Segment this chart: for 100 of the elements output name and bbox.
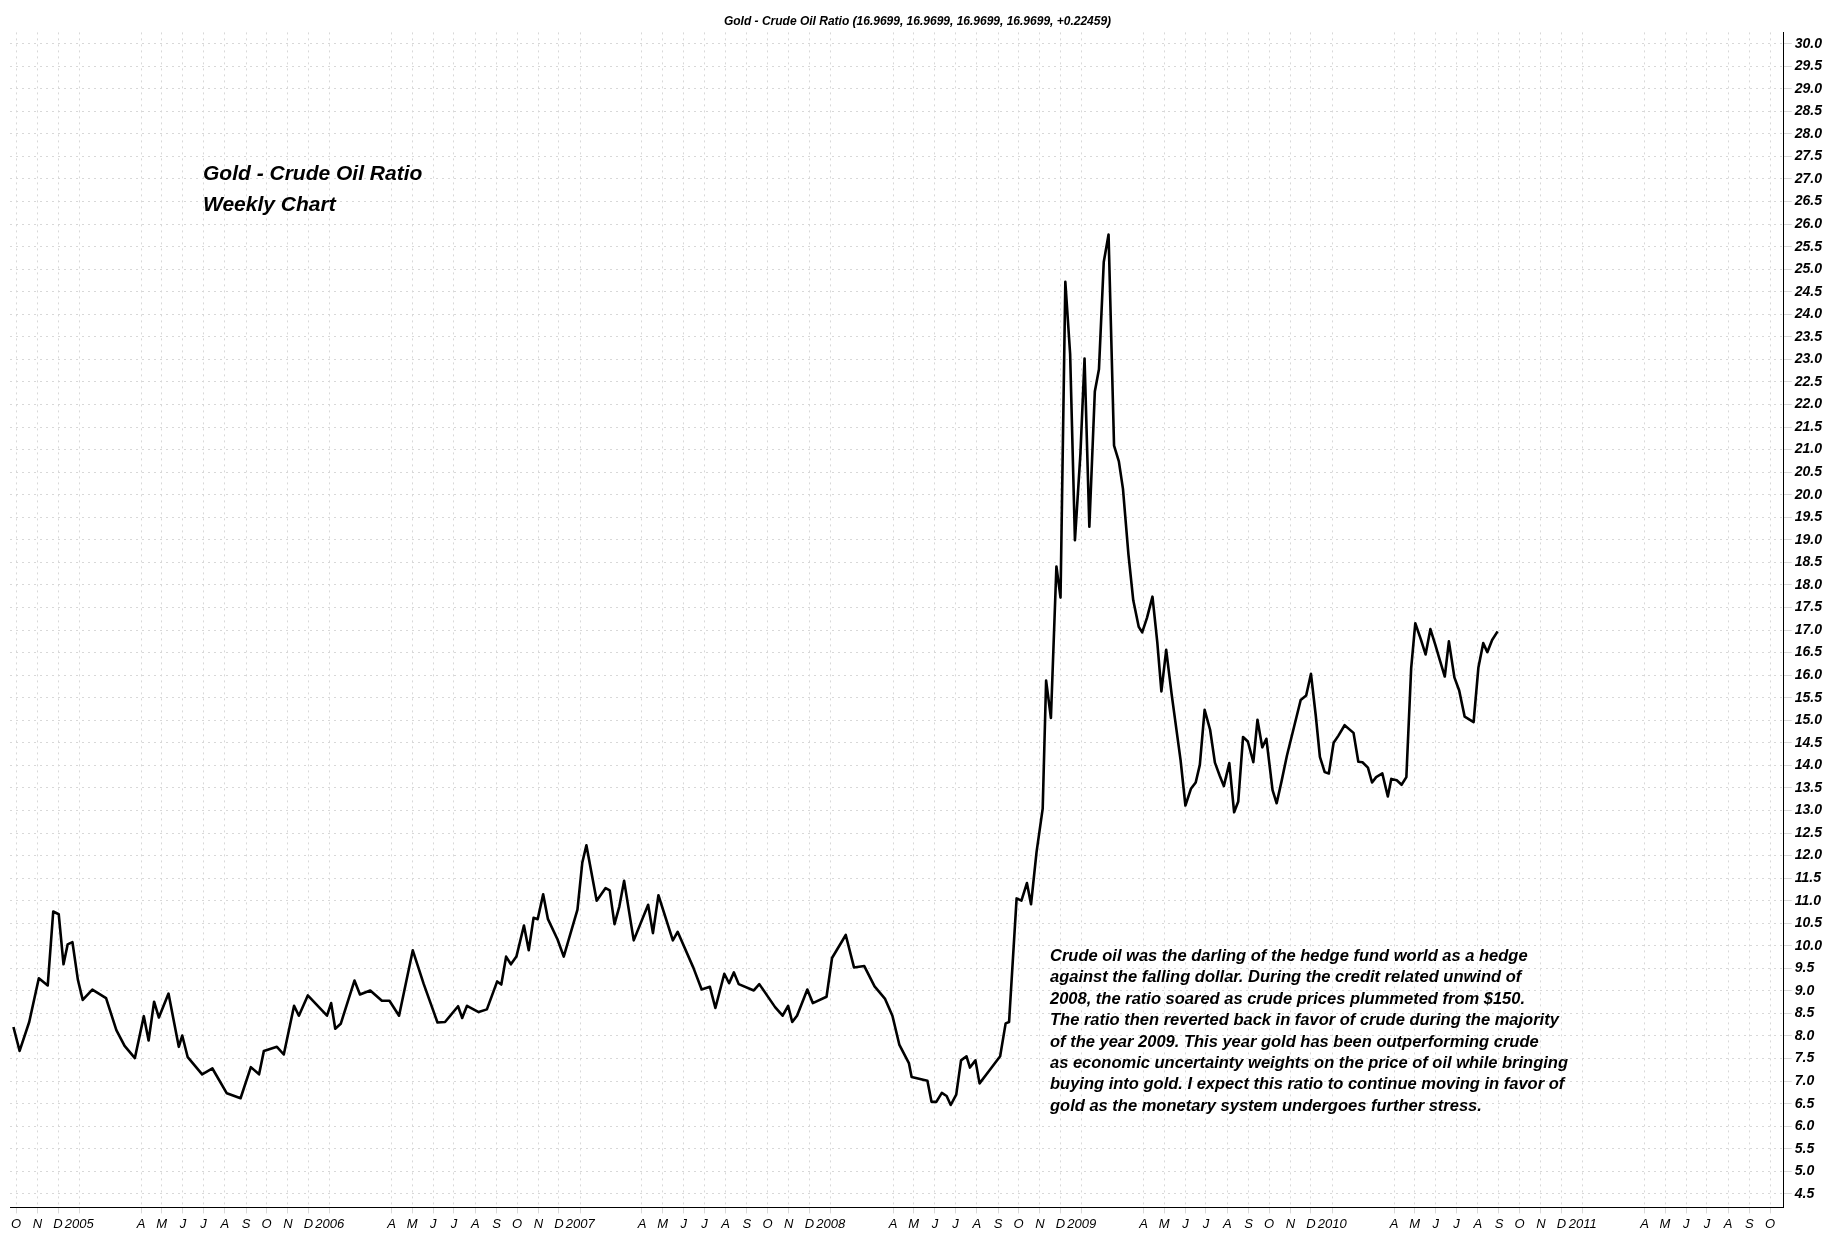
y-tick-label: 27.5: [1793, 147, 1823, 164]
x-tick-label: 2011: [1567, 1215, 1597, 1231]
x-tick-label: A: [219, 1215, 230, 1231]
x-tick-label: J: [951, 1215, 960, 1231]
x-tick-label: 2006: [314, 1215, 345, 1231]
y-tick-label: 11.0: [1794, 891, 1822, 908]
x-tick-label: D: [1556, 1215, 1567, 1231]
x-tick-label: A: [469, 1215, 480, 1231]
x-tick-label: S: [492, 1215, 502, 1231]
y-tick-label: 9.5: [1794, 959, 1815, 976]
x-tick-label: J: [679, 1215, 688, 1231]
y-tick-label: 28.5: [1793, 102, 1823, 119]
y-tick-label: 17.0: [1794, 620, 1823, 637]
x-tick-label: M: [1409, 1215, 1421, 1231]
x-tick-label: J: [1181, 1215, 1190, 1231]
y-tick-label: 8.5: [1794, 1004, 1815, 1021]
x-tick-label: N: [1536, 1215, 1547, 1231]
y-tick-label: 14.0: [1794, 756, 1823, 773]
x-tick-label: S: [241, 1215, 251, 1231]
x-tick-label: M: [657, 1215, 669, 1231]
x-tick-label: 2007: [564, 1215, 596, 1231]
y-tick-label: 23.0: [1793, 350, 1823, 367]
x-tick-label: A: [1388, 1215, 1399, 1231]
y-tick-label: 13.0: [1794, 801, 1823, 818]
x-tick-label: N: [1285, 1215, 1296, 1231]
x-tick-label: M: [406, 1215, 418, 1231]
y-tick-label: 13.5: [1794, 778, 1823, 795]
y-tick-label: 12.5: [1794, 823, 1823, 840]
y-tick-label: 20.0: [1793, 485, 1823, 502]
y-tick-label: 19.5: [1794, 508, 1823, 525]
x-tick-label: M: [156, 1215, 168, 1231]
x-tick-label: N: [283, 1215, 294, 1231]
y-tick-label: 20.5: [1793, 463, 1823, 480]
x-tick-label: A: [1722, 1215, 1733, 1231]
x-tick-label: A: [971, 1215, 982, 1231]
y-tick-label: 16.0: [1794, 666, 1823, 683]
x-tick-label: O: [762, 1215, 773, 1231]
y-tick-label: 25.5: [1793, 237, 1823, 254]
x-tick-label: O: [11, 1215, 22, 1231]
x-tick-label: J: [930, 1215, 939, 1231]
x-tick-label: A: [1472, 1215, 1483, 1231]
y-tick-label: 9.0: [1794, 981, 1815, 998]
x-tick-label: M: [1158, 1215, 1170, 1231]
y-tick-label: 5.0: [1794, 1162, 1815, 1179]
y-tick-label: 18.0: [1794, 575, 1823, 592]
y-tick-label: 22.0: [1793, 395, 1823, 412]
x-tick-label: A: [1138, 1215, 1148, 1231]
y-tick-label: 6.5: [1794, 1094, 1815, 1111]
x-tick-label: 2005: [63, 1215, 95, 1231]
x-tick-label: D: [1306, 1215, 1316, 1231]
y-tick-label: 14.5: [1794, 733, 1823, 750]
x-tick-label: O: [1514, 1215, 1525, 1231]
x-tick-label: S: [993, 1215, 1003, 1231]
x-tick-label: N: [533, 1215, 544, 1231]
x-tick-label: O: [261, 1215, 272, 1231]
y-tick-label: 12.0: [1794, 846, 1823, 863]
y-tick-label: 22.5: [1793, 372, 1823, 389]
x-tick-label: A: [636, 1215, 647, 1231]
x-tick-label: M: [1659, 1215, 1671, 1231]
y-tick-label: 8.0: [1794, 1026, 1815, 1043]
y-tick-label: 11.5: [1794, 868, 1822, 885]
x-tick-label: A: [135, 1215, 146, 1231]
y-tick-label: 10.0: [1794, 936, 1823, 953]
y-tick-label: 25.0: [1793, 260, 1823, 277]
y-tick-label: 7.0: [1794, 1071, 1815, 1088]
y-tick-label: 23.5: [1793, 327, 1823, 344]
x-tick-label: 2009: [1066, 1215, 1097, 1231]
x-tick-label: J: [700, 1215, 709, 1231]
x-tick-label: J: [1201, 1215, 1210, 1231]
x-tick-label: S: [1494, 1215, 1504, 1231]
x-tick-label: A: [1639, 1215, 1649, 1231]
y-tick-label: 28.0: [1793, 124, 1823, 141]
x-tick-label: N: [1035, 1215, 1046, 1231]
y-tick-label: 15.0: [1794, 711, 1823, 728]
y-tick-label: 24.5: [1793, 282, 1823, 299]
x-tick-label: S: [742, 1215, 752, 1231]
x-tick-label: J: [449, 1215, 458, 1231]
y-tick-label: 26.0: [1793, 214, 1823, 231]
x-tick-label: N: [784, 1215, 795, 1231]
x-tick-label: J: [1431, 1215, 1440, 1231]
chart-title: Gold - Crude Oil Ratio (16.9699, 16.9699, 16.9699, 16.9699, +0.22459): [723, 13, 1112, 28]
y-tick-label: 17.5: [1794, 598, 1823, 615]
x-tick-label: N: [32, 1215, 43, 1231]
x-tick-label: J: [199, 1215, 208, 1231]
y-tick-label: 30.0: [1794, 34, 1823, 51]
x-tick-label: D: [303, 1215, 314, 1231]
y-tick-label: 27.0: [1793, 169, 1823, 186]
x-tick-label: J: [1682, 1215, 1691, 1231]
y-tick-label: 6.0: [1794, 1117, 1815, 1134]
x-tick-label: 2008: [815, 1215, 846, 1231]
x-tick-label: A: [720, 1215, 731, 1231]
annotation: Crude oil was the darling of the hedge fund world as a hedge against the falling dollar. During the credit related unwind of 2008, the ratio soared as crude prices plummeted from $150. The ratio then reverted back in favor of crude during the majority of the year 2009. This year gold has been outperforming crude as economic uncertainty weights on the price of oil while bringing buying into gold. I expect this ratio to continue moving in favor of gold as the monetary system undergoes further stress.: [1050, 945, 1568, 1116]
x-tick-label: D: [53, 1215, 63, 1231]
y-tick-label: 24.0: [1793, 305, 1823, 322]
x-tick-label: S: [1745, 1215, 1755, 1231]
x-tick-label: D: [554, 1215, 564, 1231]
x-tick-label: J: [429, 1215, 438, 1231]
x-tick-label: J: [178, 1215, 187, 1231]
y-tick-label: 16.5: [1794, 643, 1823, 660]
y-tick-label: 5.5: [1794, 1139, 1815, 1156]
